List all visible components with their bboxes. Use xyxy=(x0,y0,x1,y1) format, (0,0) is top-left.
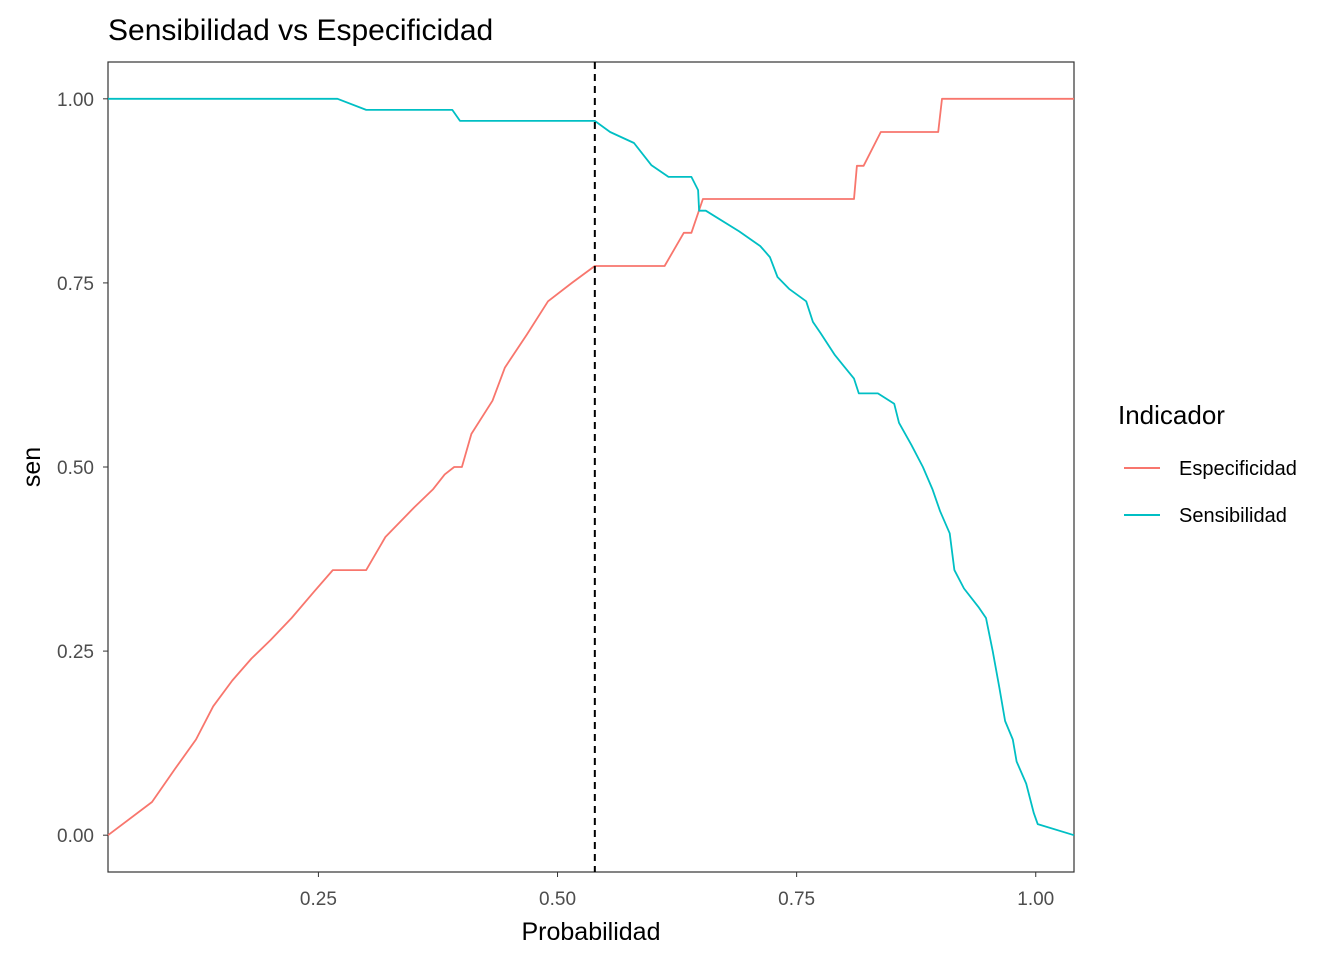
series-line-sensibilidad xyxy=(108,97,1075,837)
legend-label-especificidad: Especificidad xyxy=(1179,458,1297,480)
y-tick-label: 0.75 xyxy=(57,274,94,295)
x-tick-label: 0.50 xyxy=(539,889,576,910)
series-line-especificidad xyxy=(107,97,1074,836)
plot-area xyxy=(107,61,1075,873)
panel-border xyxy=(107,61,1075,873)
y-tick-label: 0.25 xyxy=(57,642,94,663)
legend-label-sensibilidad: Sensibilidad xyxy=(1179,505,1287,527)
y-axis-title: sen xyxy=(18,447,46,487)
y-tick-label: 0.00 xyxy=(57,826,94,847)
x-tick-label: 1.00 xyxy=(1017,889,1054,910)
y-tick-label: 0.50 xyxy=(57,458,94,479)
x-axis-title: Probabilidad xyxy=(522,918,661,946)
series-layer xyxy=(107,97,1075,837)
x-tick-label: 0.25 xyxy=(300,889,337,910)
y-axis: 0.00 0.25 0.50 0.75 1.00 xyxy=(57,90,108,847)
legend-title: Indicador xyxy=(1118,400,1225,430)
x-axis: 0.25 0.50 0.75 1.00 xyxy=(300,872,1054,910)
chart-title: Sensibilidad vs Especificidad xyxy=(108,14,493,47)
legend: Indicador Especificidad Sensibilidad xyxy=(1118,400,1297,527)
x-tick-label: 0.75 xyxy=(778,889,815,910)
y-tick-label: 1.00 xyxy=(57,90,94,111)
